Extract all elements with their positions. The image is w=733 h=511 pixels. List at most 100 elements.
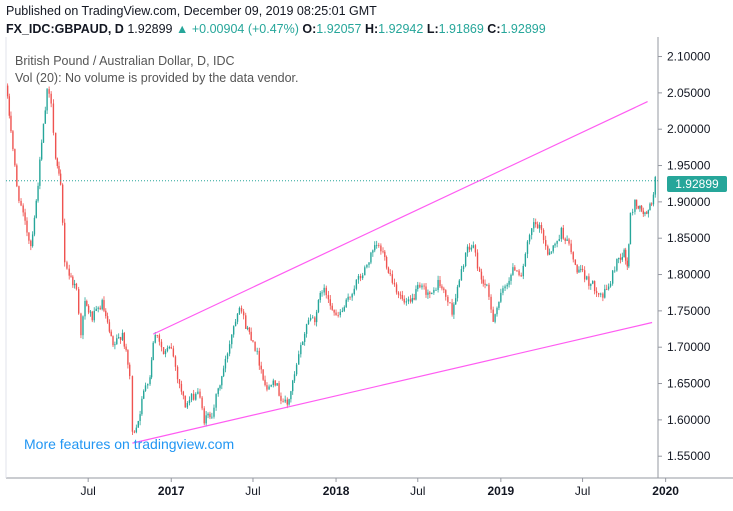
candle-body bbox=[562, 227, 564, 239]
candle-body bbox=[10, 115, 12, 132]
candle-body bbox=[176, 366, 179, 380]
candle-body bbox=[583, 270, 586, 280]
candle-body bbox=[624, 249, 627, 261]
candle-body bbox=[629, 212, 632, 245]
candle-body bbox=[486, 284, 488, 286]
published-line: Published on TradingView.com, December 0… bbox=[6, 4, 377, 18]
candle-body bbox=[77, 289, 80, 314]
candle-body bbox=[597, 293, 600, 295]
candle-body bbox=[595, 291, 598, 294]
candle-body bbox=[276, 383, 278, 386]
candle-body bbox=[572, 252, 574, 260]
candle-body bbox=[504, 286, 506, 289]
candle-body bbox=[637, 205, 639, 209]
candle-body bbox=[468, 246, 471, 250]
candle-body bbox=[566, 239, 568, 241]
candle-body bbox=[650, 203, 653, 205]
candle-body bbox=[417, 284, 419, 290]
candle-body bbox=[307, 320, 310, 325]
candle-body bbox=[484, 283, 486, 285]
candle-body bbox=[59, 173, 62, 185]
candle-body bbox=[61, 184, 64, 223]
candle-body bbox=[54, 132, 57, 159]
candle-body bbox=[382, 251, 384, 253]
candle-body bbox=[264, 379, 266, 386]
x-tick-label: 2019 bbox=[487, 484, 514, 498]
candle-body bbox=[274, 380, 276, 386]
candle-body bbox=[121, 332, 124, 340]
candle-body bbox=[242, 311, 245, 316]
candle-body bbox=[540, 225, 543, 230]
candle-body bbox=[203, 408, 205, 424]
candle-body bbox=[423, 285, 425, 287]
candle-body bbox=[166, 348, 169, 352]
candle-body bbox=[323, 287, 325, 293]
y-tick-label: 1.80000 bbox=[667, 268, 711, 282]
candle-body bbox=[52, 103, 55, 133]
candle-body bbox=[37, 185, 39, 201]
y-tick-label: 1.55000 bbox=[667, 449, 711, 463]
candle-body bbox=[295, 364, 298, 375]
candle-body bbox=[293, 374, 296, 381]
candle-body bbox=[108, 322, 111, 332]
candle-body bbox=[528, 235, 531, 242]
candle-body bbox=[345, 299, 347, 308]
candle-body bbox=[150, 360, 153, 378]
candle-body bbox=[536, 224, 539, 229]
candle-body bbox=[226, 353, 229, 359]
candle-body bbox=[282, 400, 284, 402]
candle-body bbox=[600, 293, 602, 295]
candle-body bbox=[209, 413, 211, 418]
candle-body bbox=[238, 307, 241, 314]
candle-body bbox=[366, 264, 368, 268]
candle-body bbox=[464, 252, 467, 267]
candle-body bbox=[626, 260, 628, 267]
candle-body bbox=[654, 176, 656, 195]
candle-body bbox=[174, 356, 177, 367]
candle-body bbox=[357, 275, 360, 280]
candle-body bbox=[182, 391, 185, 396]
candle-body bbox=[619, 257, 622, 260]
candle-body bbox=[535, 222, 537, 225]
candle-body bbox=[131, 376, 134, 432]
watermark-link[interactable]: More features on tradingview.com bbox=[24, 436, 235, 452]
candle-body bbox=[207, 413, 209, 416]
symbol-label: FX_IDC:GBPAUD, D bbox=[6, 22, 124, 36]
candle-body bbox=[137, 421, 139, 428]
candle-body bbox=[333, 309, 335, 313]
candle-body bbox=[170, 347, 172, 349]
candle-body bbox=[18, 186, 20, 201]
low-label: L: bbox=[426, 22, 439, 36]
candle-body bbox=[262, 369, 264, 380]
candle-body bbox=[502, 288, 504, 293]
candle-body bbox=[439, 279, 441, 287]
candle-body bbox=[70, 275, 72, 277]
candle-body bbox=[470, 247, 473, 250]
candle-body bbox=[250, 331, 252, 341]
candle-body bbox=[339, 311, 341, 316]
candle-body bbox=[298, 354, 300, 365]
channel-lower-line bbox=[132, 321, 653, 444]
candle-body bbox=[329, 299, 331, 306]
candle-body bbox=[135, 427, 138, 433]
candle-body bbox=[510, 274, 512, 281]
candle-body bbox=[190, 393, 193, 401]
candle-body bbox=[472, 245, 475, 248]
candle-body bbox=[292, 380, 294, 392]
y-tick-label: 1.70000 bbox=[667, 340, 711, 354]
candle-body bbox=[180, 383, 183, 392]
candle-body bbox=[635, 199, 638, 206]
candle-body bbox=[607, 286, 610, 290]
candle-body bbox=[614, 270, 616, 272]
candle-body bbox=[86, 300, 88, 306]
x-tick-label: Jul bbox=[81, 484, 96, 498]
candle-body bbox=[617, 257, 620, 259]
candle-body bbox=[353, 288, 355, 295]
candle-body bbox=[558, 239, 560, 241]
open-label: O: bbox=[302, 22, 317, 36]
candle-body bbox=[384, 251, 386, 257]
candle-body bbox=[623, 249, 625, 257]
candle-body bbox=[385, 256, 388, 268]
candle-body bbox=[361, 275, 364, 279]
